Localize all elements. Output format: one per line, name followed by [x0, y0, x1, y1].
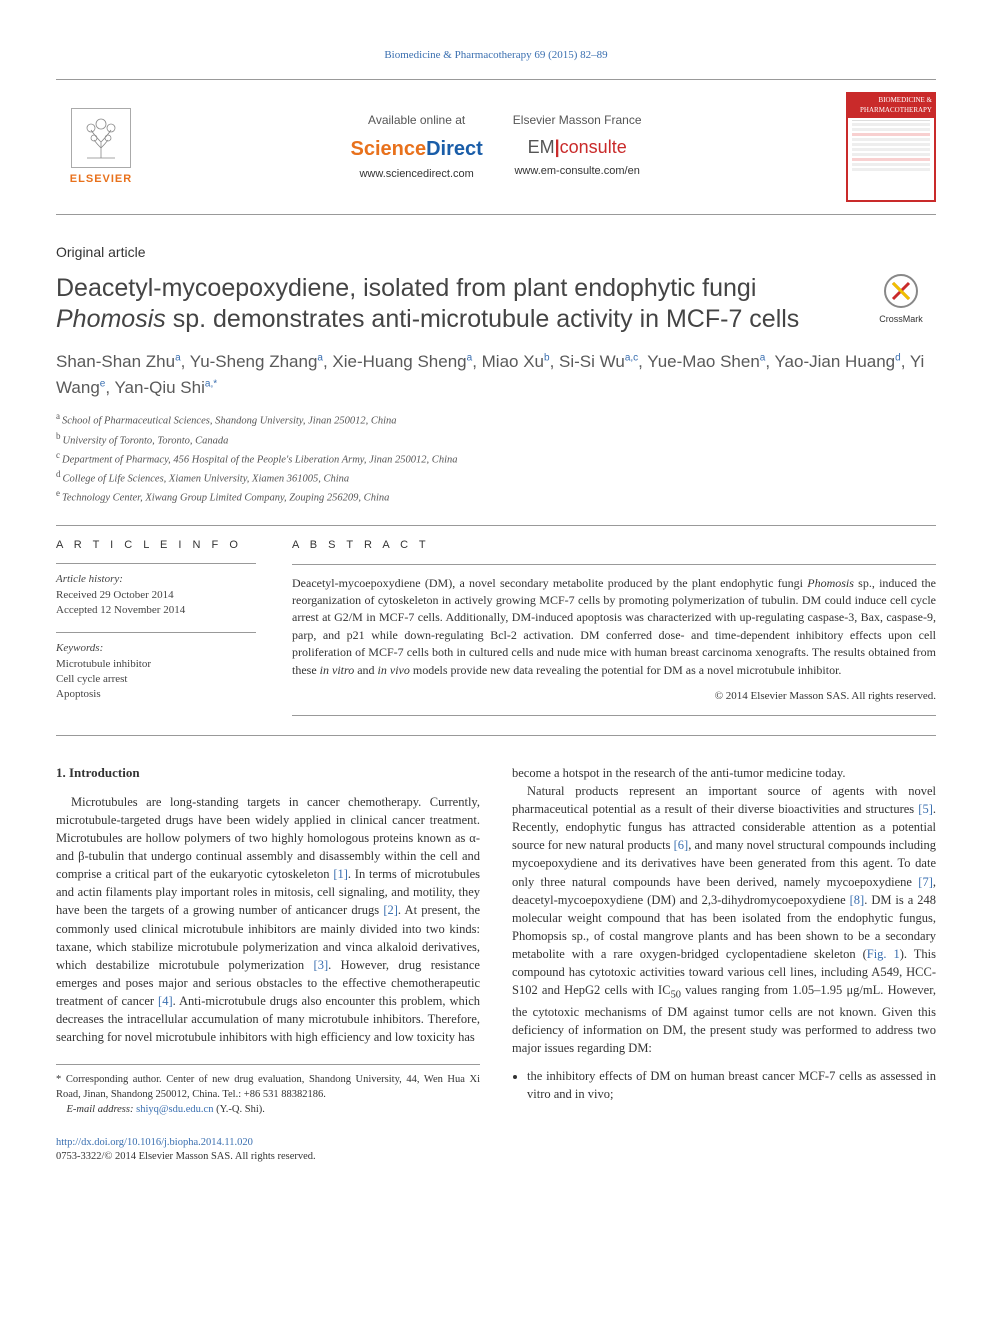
- abstract-text: Deacetyl-mycoepoxydiene (DM), a novel se…: [292, 575, 936, 679]
- elsevier-wordmark: ELSEVIER: [70, 172, 132, 187]
- keyword: Cell cycle arrest: [56, 672, 256, 687]
- article-info: A R T I C L E I N F O Article history: R…: [56, 538, 256, 717]
- abstract-copyright: © 2014 Elsevier Masson SAS. All rights r…: [292, 689, 936, 705]
- em-consulte-block: Elsevier Masson France EM|consulte www.e…: [513, 112, 642, 182]
- abstract: A B S T R A C T Deacetyl-mycoepoxydiene …: [292, 538, 936, 717]
- citation-link[interactable]: [4]: [158, 994, 173, 1008]
- email-link[interactable]: shiyq@sdu.edu.cn: [136, 1104, 213, 1115]
- bullet-list: the inhibitory effects of DM on human br…: [512, 1067, 936, 1103]
- article-info-head: A R T I C L E I N F O: [56, 538, 256, 553]
- article-title: Deacetyl-mycoepoxydiene, isolated from p…: [56, 273, 846, 336]
- running-head: Biomedicine & Pharmacotherapy 69 (2015) …: [56, 48, 936, 63]
- section-heading: 1. Introduction: [56, 764, 480, 783]
- citation-link[interactable]: [2]: [383, 903, 398, 917]
- available-online-label: Available online at: [350, 112, 482, 129]
- corresponding-footnote: * Corresponding author. Center of new dr…: [56, 1064, 480, 1117]
- history-label: Article history:: [56, 572, 256, 587]
- affiliations: aSchool of Pharmaceutical Sciences, Shan…: [56, 410, 936, 506]
- author-list: Shan-Shan Zhua, Yu-Sheng Zhanga, Xie-Hua…: [56, 349, 936, 400]
- column-left: 1. Introduction Microtubules are long-st…: [56, 764, 480, 1118]
- sciencedirect-logo: ScienceDirect: [350, 135, 482, 163]
- em-consulte-url[interactable]: www.em-consulte.com/en: [513, 164, 642, 179]
- journal-cover-thumb: BIOMEDICINE & PHARMACOTHERAPY: [846, 92, 936, 202]
- column-right: become a hotspot in the research of the …: [512, 764, 936, 1118]
- citation-link[interactable]: [8]: [850, 893, 865, 907]
- received-date: Received 29 October 2014: [56, 588, 256, 603]
- citation-link[interactable]: [7]: [918, 875, 933, 889]
- sciencedirect-url[interactable]: www.sciencedirect.com: [350, 167, 482, 182]
- divider: [56, 735, 936, 736]
- abstract-head: A B S T R A C T: [292, 538, 936, 554]
- figure-link[interactable]: Fig. 1: [867, 947, 900, 961]
- sciencedirect-block: Available online at ScienceDirect www.sc…: [350, 112, 482, 182]
- body-two-column: 1. Introduction Microtubules are long-st…: [56, 764, 936, 1118]
- citation-link[interactable]: [3]: [314, 958, 329, 972]
- crossmark-badge[interactable]: CrossMark: [866, 273, 936, 325]
- doi-link[interactable]: http://dx.doi.org/10.1016/j.biopha.2014.…: [56, 1137, 253, 1148]
- masson-label: Elsevier Masson France: [513, 112, 642, 129]
- keywords-label: Keywords:: [56, 641, 256, 656]
- keyword: Apoptosis: [56, 687, 256, 702]
- list-item: the inhibitory effects of DM on human br…: [527, 1067, 936, 1103]
- running-head-link[interactable]: Biomedicine & Pharmacotherapy 69 (2015) …: [384, 49, 607, 61]
- footer-doi: http://dx.doi.org/10.1016/j.biopha.2014.…: [56, 1136, 936, 1165]
- elsevier-tree-icon: [71, 108, 131, 168]
- accepted-date: Accepted 12 November 2014: [56, 603, 256, 618]
- paragraph: Microtubules are long-standing targets i…: [56, 793, 480, 1047]
- issn-copyright: 0753-3322/© 2014 Elsevier Masson SAS. Al…: [56, 1151, 316, 1162]
- elsevier-logo: ELSEVIER: [56, 108, 146, 187]
- citation-link[interactable]: [5]: [918, 802, 933, 816]
- paragraph: Natural products represent an important …: [512, 782, 936, 1057]
- citation-link[interactable]: [6]: [674, 838, 689, 852]
- citation-link[interactable]: [1]: [333, 867, 348, 881]
- article-type: Original article: [56, 243, 936, 263]
- paragraph: become a hotspot in the research of the …: [512, 764, 936, 782]
- divider: [56, 525, 936, 526]
- keyword: Microtubule inhibitor: [56, 657, 256, 672]
- publisher-header: ELSEVIER Available online at ScienceDire…: [56, 79, 936, 215]
- em-consulte-logo: EM|consulte: [513, 135, 642, 160]
